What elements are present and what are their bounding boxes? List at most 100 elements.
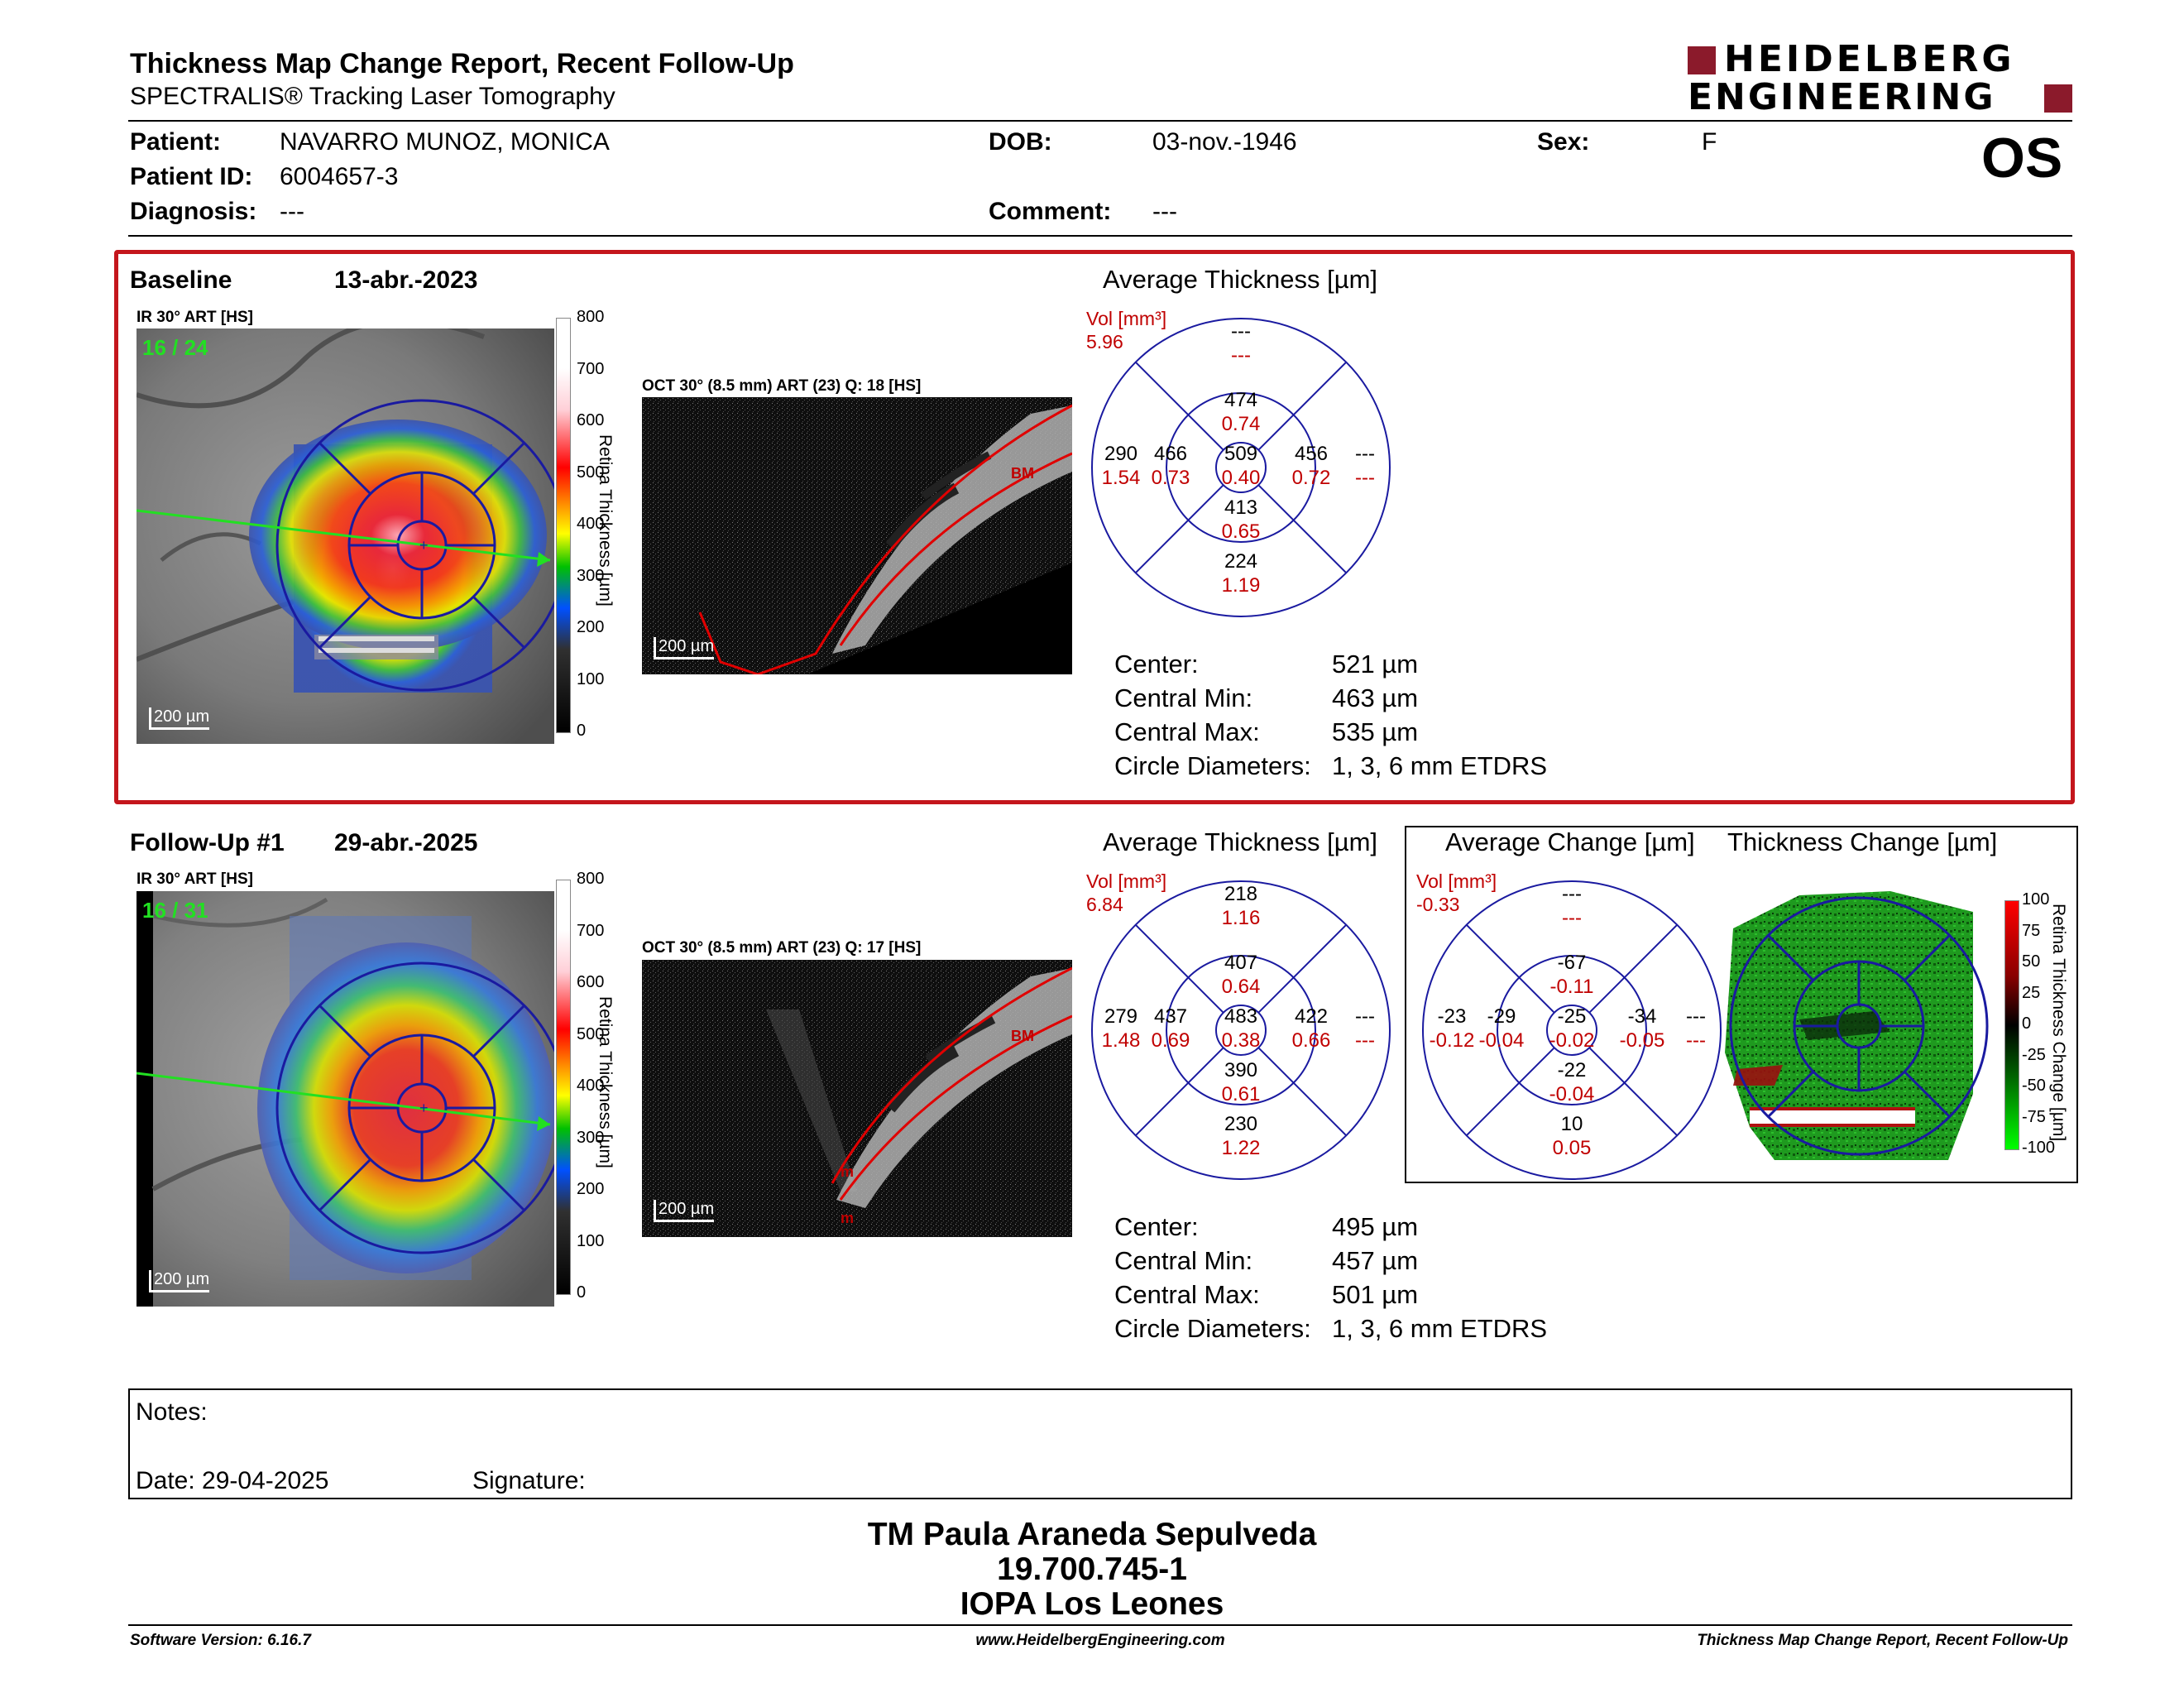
followup-oct-scale: 200 µm [654,1200,715,1222]
etdrs-inner-left-volume: 0.69 [1151,1029,1190,1052]
etdrs-inner-left-thickness: 466 [1153,443,1188,465]
diagnosis-value: --- [280,198,304,225]
colorbar-tick: 100 [577,1231,605,1250]
notes-date: Date: 29-04-2025 [136,1467,329,1494]
etdrs-inner-right-thickness: 456 [1294,443,1329,465]
baseline-center-label: Center: [1114,650,1199,679]
colorbar-tick: 100 [577,669,605,688]
colorbar-tick: 600 [577,411,605,429]
etdrs-outer-top-volume: --- [1231,344,1251,367]
dob-value: 03-nov.-1946 [1152,128,1297,156]
etdrs-inner-left-volume: 0.73 [1151,467,1190,489]
etdrs-outer-bottom-volume: 1.19 [1221,574,1261,597]
change-map-title: Thickness Change [µm] [1727,827,1998,856]
etdrs-circles [1091,318,1391,617]
followup-frames: 16 / 31 [142,898,208,923]
etdrs-outer-top-thickness: 218 [1224,883,1258,905]
followup-oct-label: OCT 30° (8.5 mm) ART (23) Q: 17 [HS] [642,939,922,957]
thickness-change-map [1725,887,2002,1172]
baseline-colorbar-title: Retina Thickness [µm] [596,434,615,607]
sex-label: Sex: [1537,128,1590,156]
etdrs-inner-top-volume: -0.11 [1549,976,1594,998]
colorbar-tick: -50 [2022,1077,2046,1095]
svg-text:m: m [841,1210,854,1226]
followup-center-label: Center: [1114,1212,1199,1241]
report-title: Thickness Map Change Report, Recent Foll… [130,48,794,79]
comment-label: Comment: [989,198,1112,225]
etdrs-outer-top-thickness: --- [1562,883,1582,905]
patient-id: 6004657-3 [280,163,399,190]
colorbar-tick: 0 [577,722,587,740]
notes-label: Notes: [136,1398,208,1426]
footer-report-name: Thickness Map Change Report, Recent Foll… [1697,1632,2068,1649]
colorbar-tick: -25 [2022,1045,2046,1064]
followup-colorbar [556,880,571,1295]
etdrs-inner-left-thickness: 437 [1153,1005,1188,1028]
baseline-oct-label: OCT 30° (8.5 mm) ART (23) Q: 18 [HS] [642,377,922,395]
colorbar-tick: 300 [577,566,605,585]
colorbar-tick: 0 [2022,1014,2032,1033]
etdrs-outer-right-volume: --- [1355,467,1375,489]
svg-text:BM: BM [1011,1028,1034,1044]
change-vol-label: Vol [mm³] [1416,870,1497,892]
etdrs-outer-right-thickness: --- [1686,1005,1706,1028]
colorbar-tick: -75 [2022,1107,2046,1126]
baseline-ir-label: IR 30° ART [HS] [136,309,253,326]
etdrs-inner-top-thickness: 407 [1224,952,1258,974]
colorbar-tick: 500 [577,1024,605,1043]
followup-fundus-image: + [136,891,554,1307]
followup-vol-value: 6.84 [1086,894,1123,915]
operator-institution: IOPA Los Leones [960,1586,1224,1622]
followup-fundus-scale: 200 µm [149,1270,210,1292]
colorbar-tick: 600 [577,973,605,991]
etdrs-outer-left-volume: -0.12 [1429,1029,1475,1052]
patient-name: NAVARRO MUNOZ, MONICA [280,128,610,156]
etdrs-outer-left-volume: 1.54 [1101,467,1141,489]
baseline-vol-value: 5.96 [1086,331,1123,352]
svg-text:+: + [419,537,429,554]
baseline-fundus-scale: 200 µm [149,707,210,730]
followup-max-value: 501 µm [1332,1280,1419,1309]
footer-url[interactable]: www.HeidelbergEngineering.com [975,1632,1225,1649]
baseline-max-value: 535 µm [1332,717,1419,746]
etdrs-inner-bottom-thickness: -22 [1557,1059,1587,1081]
baseline-diam-value: 1, 3, 6 mm ETDRS [1332,751,1548,780]
etdrs-outer-bottom-volume: 0.05 [1552,1137,1592,1159]
followup-etdrs-grid: 218 1.16 407 0.64 279 1.48 437 0.69 483 0.38 422 0.… [1088,877,1394,1183]
change-colorbar [2004,900,2019,1150]
colorbar-tick: 75 [2022,921,2041,940]
etdrs-center-volume: 0.40 [1221,467,1261,489]
colorbar-tick: 500 [577,463,605,482]
etdrs-inner-bottom-volume: -0.04 [1549,1083,1595,1105]
etdrs-outer-bottom-thickness: 230 [1224,1113,1258,1135]
change-vol-value: -0.33 [1416,894,1460,915]
baseline-min-label: Central Min: [1114,683,1253,712]
colorbar-tick: 700 [577,921,605,940]
colorbar-tick: -100 [2022,1139,2056,1157]
etdrs-inner-top-thickness: 474 [1224,389,1258,411]
etdrs-outer-right-volume: --- [1355,1029,1375,1052]
etdrs-center-thickness: -25 [1557,1005,1587,1028]
notes-box[interactable] [128,1388,2072,1499]
report-subtitle: SPECTRALIS® Tracking Laser Tomography [130,83,615,110]
etdrs-inner-right-volume: -0.05 [1619,1029,1665,1052]
colorbar-tick: 400 [577,515,605,533]
footer-software-version: Software Version: 6.16.7 [130,1632,311,1649]
etdrs-inner-bottom-volume: 0.61 [1221,1083,1261,1105]
baseline-min-value: 463 µm [1332,683,1419,712]
followup-vol-label: Vol [mm³] [1086,870,1167,892]
baseline-etdrs-grid: --- --- 474 0.74 290 1.54 466 0.73 509 0.40 456 0.7… [1088,314,1394,621]
dob-label: DOB: [989,128,1052,156]
followup-oct-scan: BM m m [642,960,1072,1237]
followup-min-label: Central Min: [1114,1246,1253,1275]
patient-id-label: Patient ID: [130,163,253,190]
followup-diam-label: Circle Diameters: [1114,1314,1311,1343]
etdrs-center-volume: 0.38 [1221,1029,1261,1052]
etdrs-outer-bottom-thickness: 10 [1560,1113,1583,1135]
etdrs-outer-top-volume: 1.16 [1221,907,1261,929]
etdrs-inner-top-volume: 0.74 [1221,413,1261,435]
etdrs-center-thickness: 509 [1224,443,1258,465]
colorbar-tick: 50 [2022,952,2041,971]
etdrs-circles [1422,880,1722,1180]
etdrs-inner-right-thickness: -34 [1627,1005,1657,1028]
